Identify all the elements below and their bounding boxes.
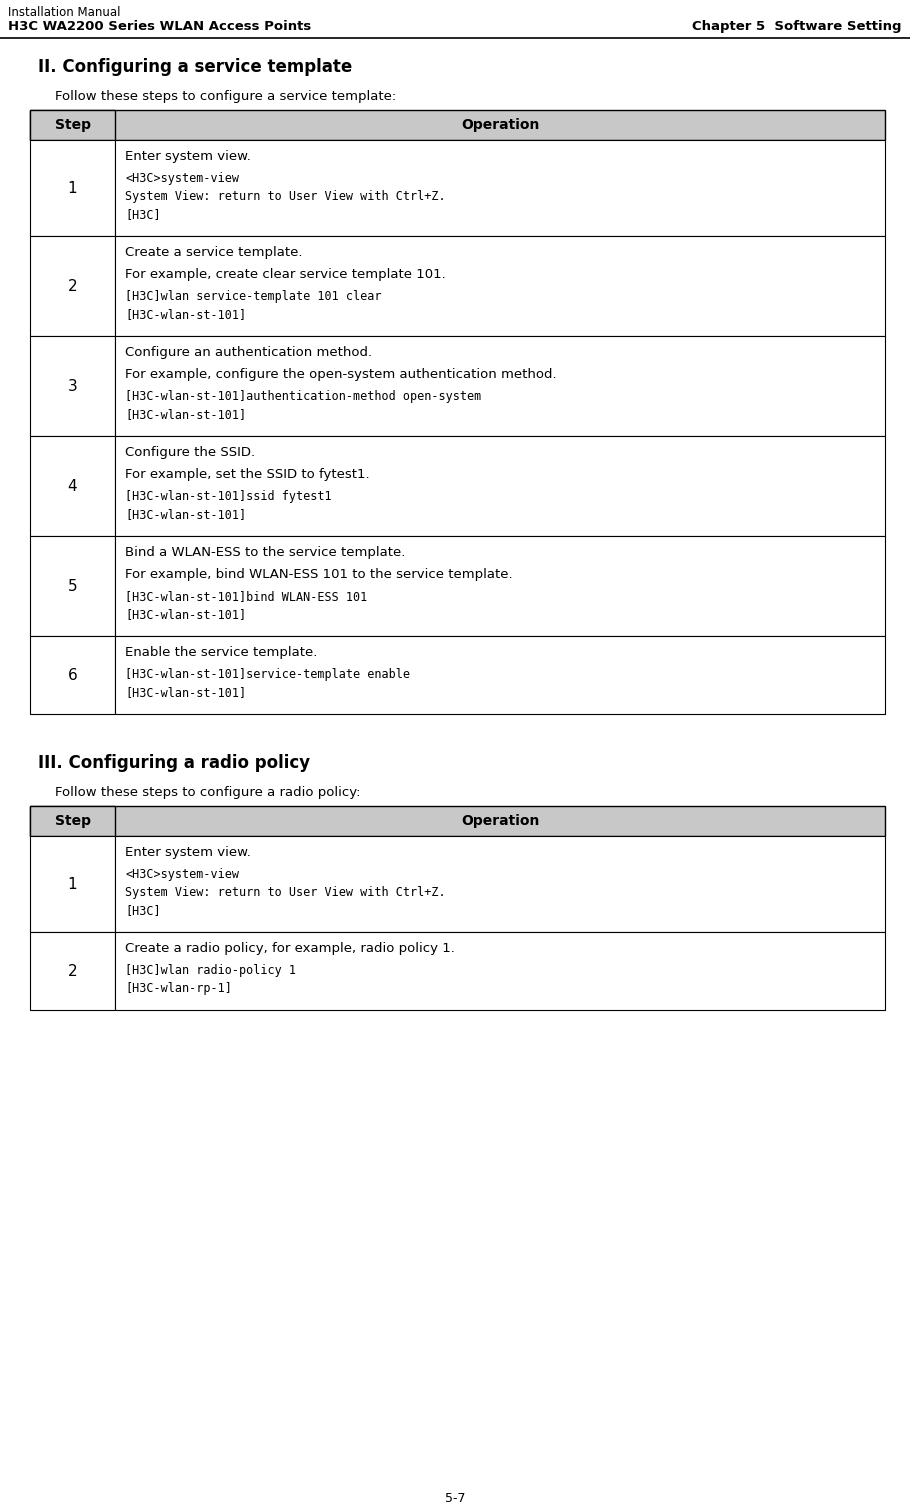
Text: For example, bind WLAN-ESS 101 to the service template.: For example, bind WLAN-ESS 101 to the se… <box>125 568 512 581</box>
Text: Step: Step <box>55 814 90 827</box>
Text: Configure the SSID.: Configure the SSID. <box>125 445 255 459</box>
Text: 2: 2 <box>67 279 77 294</box>
Text: For example, create clear service template 101.: For example, create clear service templa… <box>125 267 446 281</box>
Bar <box>30 236 115 337</box>
Text: 5: 5 <box>67 578 77 593</box>
Text: Enter system view.: Enter system view. <box>125 846 251 859</box>
Text: [H3C-wlan-st-101]: [H3C-wlan-st-101] <box>125 609 246 621</box>
Text: Chapter 5  Software Setting: Chapter 5 Software Setting <box>693 20 902 33</box>
Text: For example, set the SSID to fytest1.: For example, set the SSID to fytest1. <box>125 468 369 482</box>
Bar <box>30 806 115 837</box>
Text: Follow these steps to configure a service template:: Follow these steps to configure a servic… <box>55 91 396 103</box>
Text: 3: 3 <box>67 379 77 394</box>
Text: 5-7: 5-7 <box>445 1492 465 1505</box>
Text: [H3C-wlan-st-101]bind WLAN-ESS 101: [H3C-wlan-st-101]bind WLAN-ESS 101 <box>125 590 368 602</box>
Text: [H3C]wlan radio-policy 1: [H3C]wlan radio-policy 1 <box>125 963 296 977</box>
Text: Create a service template.: Create a service template. <box>125 246 302 260</box>
Text: [H3C-wlan-st-101]: [H3C-wlan-st-101] <box>125 686 246 699</box>
Text: [H3C]: [H3C] <box>125 208 161 220</box>
Bar <box>115 436 885 536</box>
Bar <box>115 932 885 1010</box>
Bar <box>115 536 885 636</box>
Bar <box>115 140 885 236</box>
Text: [H3C-wlan-st-101]: [H3C-wlan-st-101] <box>125 308 246 322</box>
Bar <box>115 837 885 932</box>
Bar <box>30 140 115 236</box>
Text: III. Configuring a radio policy: III. Configuring a radio policy <box>38 753 310 772</box>
Text: [H3C]wlan service-template 101 clear: [H3C]wlan service-template 101 clear <box>125 290 381 304</box>
Text: Enable the service template.: Enable the service template. <box>125 646 318 658</box>
Bar <box>30 337 115 436</box>
Text: Step: Step <box>55 118 90 131</box>
Text: 6: 6 <box>67 667 77 683</box>
Bar <box>30 536 115 636</box>
Text: Configure an authentication method.: Configure an authentication method. <box>125 346 372 359</box>
Text: [H3C-wlan-st-101]: [H3C-wlan-st-101] <box>125 507 246 521</box>
Text: Operation: Operation <box>460 118 540 131</box>
Text: <H3C>system-view: <H3C>system-view <box>125 172 239 186</box>
Text: Enter system view.: Enter system view. <box>125 149 251 163</box>
Bar <box>30 636 115 714</box>
Text: [H3C-wlan-st-101]ssid fytest1: [H3C-wlan-st-101]ssid fytest1 <box>125 491 331 503</box>
Text: System View: return to User View with Ctrl+Z.: System View: return to User View with Ct… <box>125 886 446 898</box>
Text: Bind a WLAN-ESS to the service template.: Bind a WLAN-ESS to the service template. <box>125 547 405 559</box>
Bar <box>30 932 115 1010</box>
Bar <box>30 110 885 140</box>
Bar <box>30 110 115 140</box>
Text: Operation: Operation <box>460 814 540 827</box>
Text: II. Configuring a service template: II. Configuring a service template <box>38 57 352 76</box>
Text: [H3C-wlan-st-101]authentication-method open-system: [H3C-wlan-st-101]authentication-method o… <box>125 390 481 403</box>
Text: Create a radio policy, for example, radio policy 1.: Create a radio policy, for example, radi… <box>125 942 455 954</box>
Text: 1: 1 <box>67 877 77 892</box>
Text: 1: 1 <box>67 181 77 196</box>
Text: [H3C-wlan-st-101]service-template enable: [H3C-wlan-st-101]service-template enable <box>125 667 410 681</box>
Text: H3C WA2200 Series WLAN Access Points: H3C WA2200 Series WLAN Access Points <box>8 20 311 33</box>
Bar <box>30 806 885 837</box>
Text: For example, configure the open-system authentication method.: For example, configure the open-system a… <box>125 368 557 381</box>
Bar <box>115 236 885 337</box>
Text: Installation Manual: Installation Manual <box>8 6 120 20</box>
Text: [H3C-wlan-st-101]: [H3C-wlan-st-101] <box>125 408 246 421</box>
Text: System View: return to User View with Ctrl+Z.: System View: return to User View with Ct… <box>125 190 446 202</box>
Bar <box>30 436 115 536</box>
Text: [H3C]: [H3C] <box>125 904 161 917</box>
Text: 2: 2 <box>67 963 77 978</box>
Text: Follow these steps to configure a radio policy:: Follow these steps to configure a radio … <box>55 787 360 799</box>
Text: 4: 4 <box>67 479 77 494</box>
Text: <H3C>system-view: <H3C>system-view <box>125 868 239 880</box>
Bar <box>115 636 885 714</box>
Bar <box>30 837 115 932</box>
Bar <box>115 337 885 436</box>
Text: [H3C-wlan-rp-1]: [H3C-wlan-rp-1] <box>125 982 232 995</box>
